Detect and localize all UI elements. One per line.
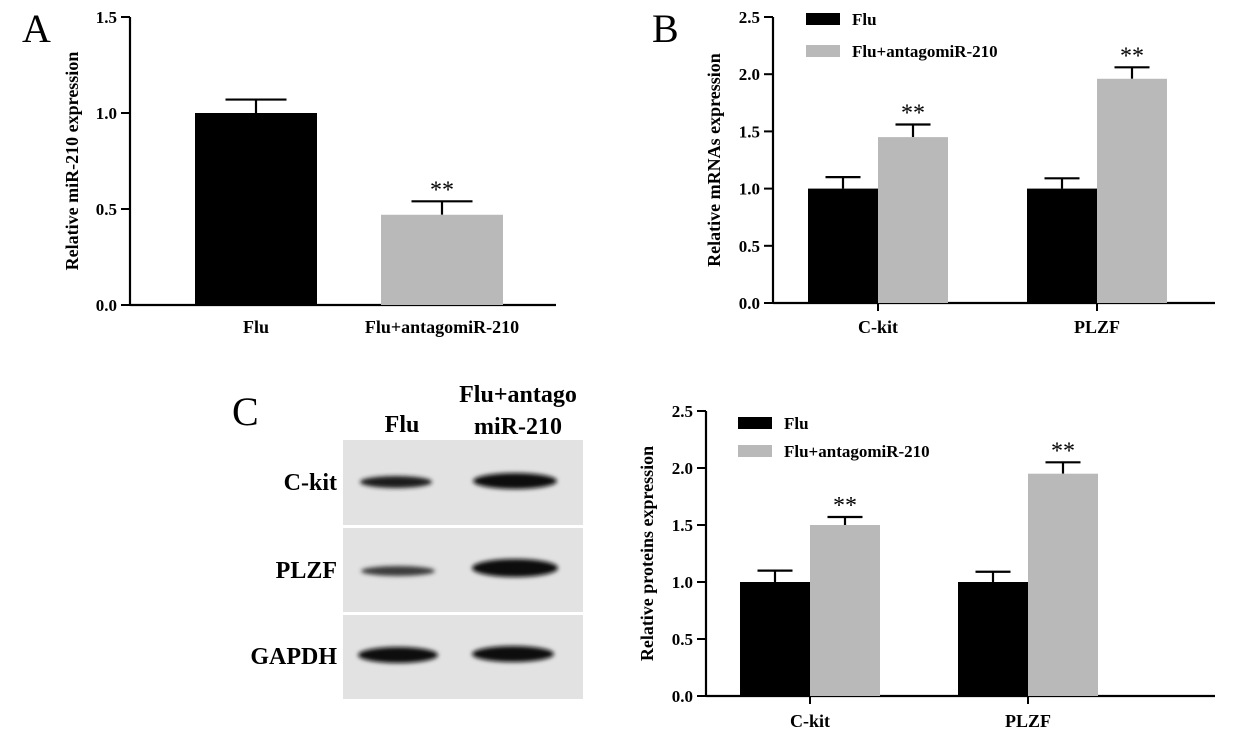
bar <box>195 113 317 305</box>
y-tick-label: 0.5 <box>739 237 760 256</box>
x-category-label: C-kit <box>790 711 830 731</box>
bar <box>381 214 503 305</box>
x-category-label: PLZF <box>1005 711 1051 731</box>
y-tick-label: 2.0 <box>739 65 760 84</box>
blot-band-plzf-flu <box>361 566 435 576</box>
bar <box>878 137 948 303</box>
x-category-label: PLZF <box>1074 317 1120 337</box>
blot-band-gapdh-antago <box>472 646 554 662</box>
y-axis-label: Relative miR-210 expression <box>62 52 82 271</box>
blot-band-plzf-antago <box>472 559 558 577</box>
y-tick-label: 2.0 <box>672 459 693 478</box>
y-tick-label: 2.5 <box>672 402 693 421</box>
significance-marker: ** <box>901 101 925 127</box>
blot-band-ckit-flu <box>360 476 432 488</box>
significance-marker: ** <box>1051 438 1075 464</box>
bar <box>1097 78 1167 303</box>
x-category-label: C-kit <box>858 317 898 337</box>
legend-swatch <box>806 13 840 25</box>
x-category-label: Flu <box>243 317 269 337</box>
y-tick-label: 1.5 <box>96 8 117 27</box>
legend-label: Flu <box>852 10 877 29</box>
chart-c: 0.0 0.5 1.0 1.5 2.0 2.5 Relative proteins expr… <box>637 402 1215 731</box>
y-tick-label: 1.0 <box>739 180 760 199</box>
legend-label: Flu+antagomiR-210 <box>852 42 998 61</box>
bar <box>808 188 878 303</box>
y-tick-label: 0.0 <box>96 296 117 315</box>
bar <box>810 525 880 696</box>
blot-column-flu: Flu <box>385 412 420 438</box>
y-axis-label: Relative proteins expression <box>637 446 657 661</box>
significance-marker: ** <box>1120 43 1144 69</box>
legend-swatch <box>806 45 840 57</box>
blot-row-gapdh: GAPDH <box>250 644 337 670</box>
blot-band-gapdh-flu <box>358 647 438 663</box>
y-tick-label: 1.0 <box>96 104 117 123</box>
y-tick-label: 0.5 <box>672 630 693 649</box>
panel-b-label: B <box>652 6 679 51</box>
y-tick-label: 1.5 <box>672 516 693 535</box>
blot-column-antago-line1: Flu+antago <box>459 382 577 408</box>
legend-swatch <box>738 417 772 429</box>
chart-b: 0.0 0.5 1.0 1.5 2.0 2.5 Relative mRNAs express… <box>704 8 1215 337</box>
y-tick-label: 0.5 <box>96 200 117 219</box>
x-category-label: Flu+antagomiR-210 <box>365 317 519 337</box>
bar <box>740 582 810 696</box>
panel-a-label: A <box>22 6 51 51</box>
chart-a: 0.0 0.5 1.0 1.5 Relative miR-210 expression F… <box>62 8 556 337</box>
panel-c-label: C <box>232 389 259 434</box>
legend-label: Flu <box>784 414 809 433</box>
bar <box>1027 188 1097 303</box>
y-tick-label: 2.5 <box>739 8 760 27</box>
blot-row-plzf: PLZF <box>276 558 337 584</box>
y-axis-label: Relative mRNAs expression <box>704 53 724 267</box>
bar <box>1028 473 1098 696</box>
blot-row-ckit: C-kit <box>284 470 337 496</box>
significance-marker: ** <box>430 177 454 203</box>
y-tick-label: 1.5 <box>739 122 760 141</box>
blot-column-antago-line2: miR-210 <box>474 414 562 440</box>
blot-band-ckit-antago <box>473 473 557 489</box>
legend-label: Flu+antagomiR-210 <box>784 442 930 461</box>
y-tick-label: 0.0 <box>739 294 760 313</box>
significance-marker: ** <box>833 493 857 519</box>
western-blot: Flu Flu+antago miR-210 C-kit PLZF GAPDH <box>250 382 583 699</box>
y-tick-label: 1.0 <box>672 573 693 592</box>
bar <box>958 582 1028 696</box>
legend-swatch <box>738 445 772 457</box>
y-tick-label: 0.0 <box>672 687 693 706</box>
